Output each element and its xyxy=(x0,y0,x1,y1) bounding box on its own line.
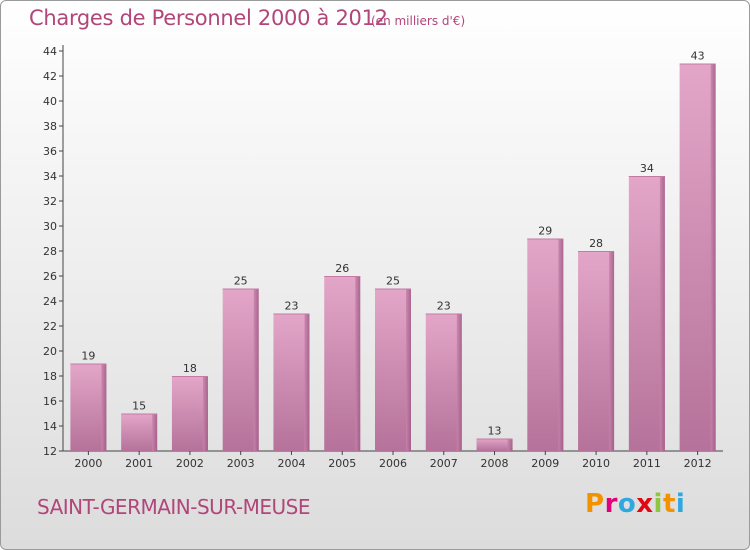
x-tick-label: 2010 xyxy=(582,457,610,470)
y-tick-label: 34 xyxy=(43,170,57,183)
bar-shade xyxy=(558,238,564,451)
x-tick-label: 2000 xyxy=(74,457,102,470)
proxiti-logo: Proxiti xyxy=(585,489,685,519)
data-label: 34 xyxy=(640,162,654,175)
y-tick-label: 40 xyxy=(43,95,57,108)
logo-letter: P xyxy=(585,489,605,519)
x-tick-label: 2004 xyxy=(277,457,305,470)
bar-shade xyxy=(152,413,158,451)
bar-shade xyxy=(202,376,208,451)
x-tick-label: 2009 xyxy=(531,457,559,470)
bar-shade xyxy=(659,176,665,451)
data-label: 43 xyxy=(691,50,705,63)
bar-shade xyxy=(355,276,361,451)
logo-letter: o xyxy=(617,489,637,519)
chart-subtitle: (en milliers d'€) xyxy=(371,14,466,28)
data-label: 29 xyxy=(538,225,552,238)
data-label: 25 xyxy=(234,275,248,288)
bar-2012 xyxy=(679,63,716,451)
data-label: 19 xyxy=(81,350,95,363)
y-tick-label: 20 xyxy=(43,345,57,358)
x-tick-label: 2001 xyxy=(125,457,153,470)
y-tick-label: 24 xyxy=(43,295,57,308)
bar-2007 xyxy=(425,313,462,451)
y-tick-label: 42 xyxy=(43,70,57,83)
x-tick-label: 2008 xyxy=(481,457,509,470)
y-tick-label: 16 xyxy=(43,395,57,408)
x-tick-label: 2006 xyxy=(379,457,407,470)
x-tick-label: 2007 xyxy=(430,457,458,470)
bar-shade xyxy=(710,63,716,451)
logo-letter: t xyxy=(662,489,676,519)
y-tick-label: 12 xyxy=(43,445,57,458)
place-name: SAINT-GERMAIN-SUR-MEUSE xyxy=(37,495,310,519)
logo-letter: i xyxy=(653,489,663,519)
y-tick-label: 28 xyxy=(43,245,57,258)
bar-shade xyxy=(609,251,615,451)
data-label: 18 xyxy=(183,362,197,375)
logo-letter: r xyxy=(604,489,618,519)
chart-title: Charges de Personnel 2000 à 2012 xyxy=(29,6,388,30)
bar-shade xyxy=(406,288,411,451)
x-tick-label: 2002 xyxy=(176,457,204,470)
data-label: 28 xyxy=(589,237,603,250)
bar-2005 xyxy=(324,276,361,451)
y-tick-label: 26 xyxy=(43,270,57,283)
x-tick-label: 2003 xyxy=(227,457,255,470)
data-label: 26 xyxy=(335,262,349,275)
bar-shade xyxy=(304,313,310,451)
y-tick-label: 30 xyxy=(43,220,57,233)
bar-2011 xyxy=(628,176,665,451)
bar-shade xyxy=(507,438,513,451)
y-tick-label: 36 xyxy=(43,145,57,158)
data-label: 23 xyxy=(437,300,451,313)
x-tick-label: 2011 xyxy=(633,457,661,470)
data-label: 23 xyxy=(284,300,298,313)
bar-shade xyxy=(456,313,462,451)
bar-2006 xyxy=(375,288,411,451)
logo-letter: i xyxy=(675,489,686,519)
y-tick-label: 32 xyxy=(43,195,57,208)
data-label: 13 xyxy=(488,425,502,438)
bar-2009 xyxy=(527,238,564,451)
bar-2001 xyxy=(121,413,158,451)
x-tick-label: 2005 xyxy=(328,457,356,470)
bar-2004 xyxy=(273,313,310,451)
bar-2002 xyxy=(171,376,208,451)
bar-shade xyxy=(101,363,107,451)
x-tick-label: 2012 xyxy=(684,457,712,470)
bar-2008 xyxy=(476,438,513,451)
y-tick-label: 22 xyxy=(43,320,57,333)
bar-2000 xyxy=(70,363,107,451)
data-label: 15 xyxy=(132,400,146,413)
logo-letter: x xyxy=(636,489,654,519)
y-tick-label: 14 xyxy=(43,420,57,433)
y-tick-label: 44 xyxy=(43,45,57,58)
y-tick-label: 18 xyxy=(43,370,57,383)
data-label: 25 xyxy=(386,275,400,288)
y-tick-label: 38 xyxy=(43,120,57,133)
bar-2010 xyxy=(578,251,615,451)
bar-2003 xyxy=(222,288,259,451)
bar-shade xyxy=(253,288,259,451)
